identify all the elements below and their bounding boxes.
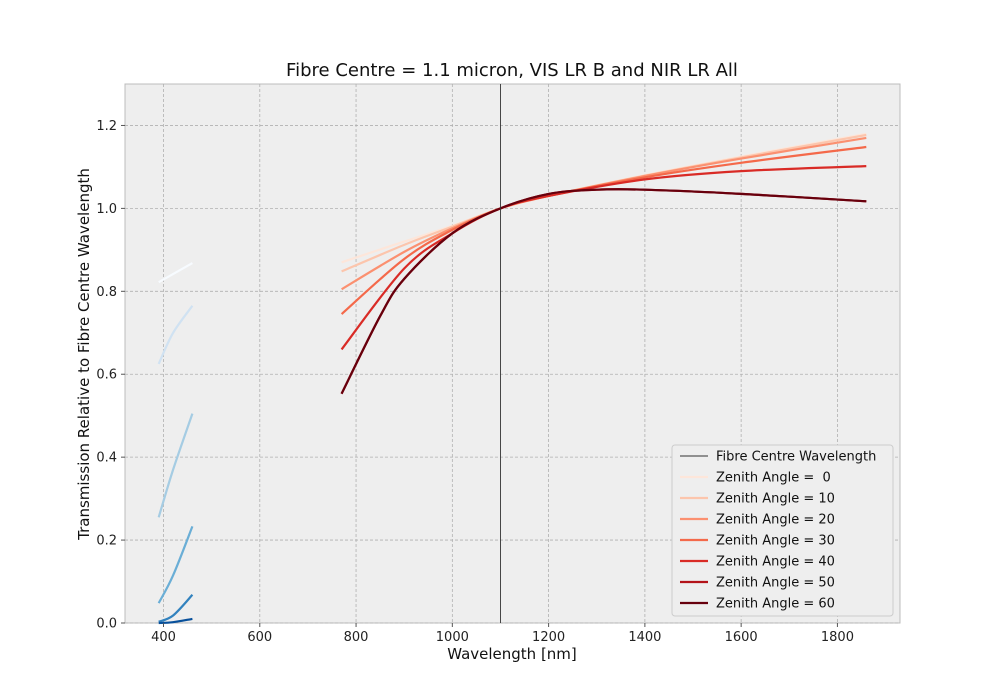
y-tick-label: 0.4 xyxy=(96,451,117,466)
x-tick-label: 1800 xyxy=(821,630,854,645)
legend-box xyxy=(671,444,894,617)
vis-series-line-2 xyxy=(157,413,194,518)
vis-series-line-1 xyxy=(157,305,194,365)
nir-series-line-4 xyxy=(340,165,867,351)
vis-series-line-4 xyxy=(158,594,194,623)
vis-series-line-0 xyxy=(158,262,193,284)
x-tick-label: 800 xyxy=(344,630,369,645)
x-tick-label: 400 xyxy=(151,630,176,645)
x-tick-label: 600 xyxy=(247,630,272,645)
chart-title: Fibre Centre = 1.1 micron, VIS LR B and … xyxy=(286,60,738,81)
vis-series-line-5 xyxy=(158,617,193,625)
y-tick-label: 0.8 xyxy=(96,285,117,300)
legend-label: Zenith Angle = 0 xyxy=(716,471,831,486)
legend-label: Zenith Angle = 50 xyxy=(716,576,835,591)
legend: Fibre Centre Wavelength Zenith Angle = 0 Z… xyxy=(671,444,894,617)
y-tick-label: 0.0 xyxy=(96,617,117,632)
legend-label: Zenith Angle = 60 xyxy=(716,597,835,612)
y-tick-label: 0.6 xyxy=(96,368,117,383)
x-tick-label: 1200 xyxy=(532,630,565,645)
legend-label: Zenith Angle = 30 xyxy=(716,534,835,549)
y-ticks: 0.0 0.2 0.4 0.6 0.8 1.0 1.2 xyxy=(96,119,125,632)
series-layer xyxy=(157,132,867,625)
legend-label: Zenith Angle = 40 xyxy=(716,555,835,570)
nir-series-line-6 xyxy=(340,188,867,395)
x-ticks: 400 600 800 1000 1200 1400 1600 1800 xyxy=(151,623,854,645)
y-tick-label: 0.2 xyxy=(96,534,117,549)
x-tick-label: 1000 xyxy=(436,630,469,645)
legend-label: Zenith Angle = 20 xyxy=(716,513,835,528)
x-tick-label: 1600 xyxy=(725,630,758,645)
y-axis-label: Transmission Relative to Fibre Centre Wa… xyxy=(75,168,93,541)
y-tick-label: 1.2 xyxy=(96,119,117,134)
x-tick-label: 1400 xyxy=(628,630,661,645)
legend-label: Fibre Centre Wavelength xyxy=(716,450,876,465)
x-axis-label: Wavelength [nm] xyxy=(447,645,577,663)
legend-label: Zenith Angle = 10 xyxy=(716,492,835,507)
vis-series-line-3 xyxy=(157,525,194,604)
y-tick-label: 1.0 xyxy=(96,202,117,217)
